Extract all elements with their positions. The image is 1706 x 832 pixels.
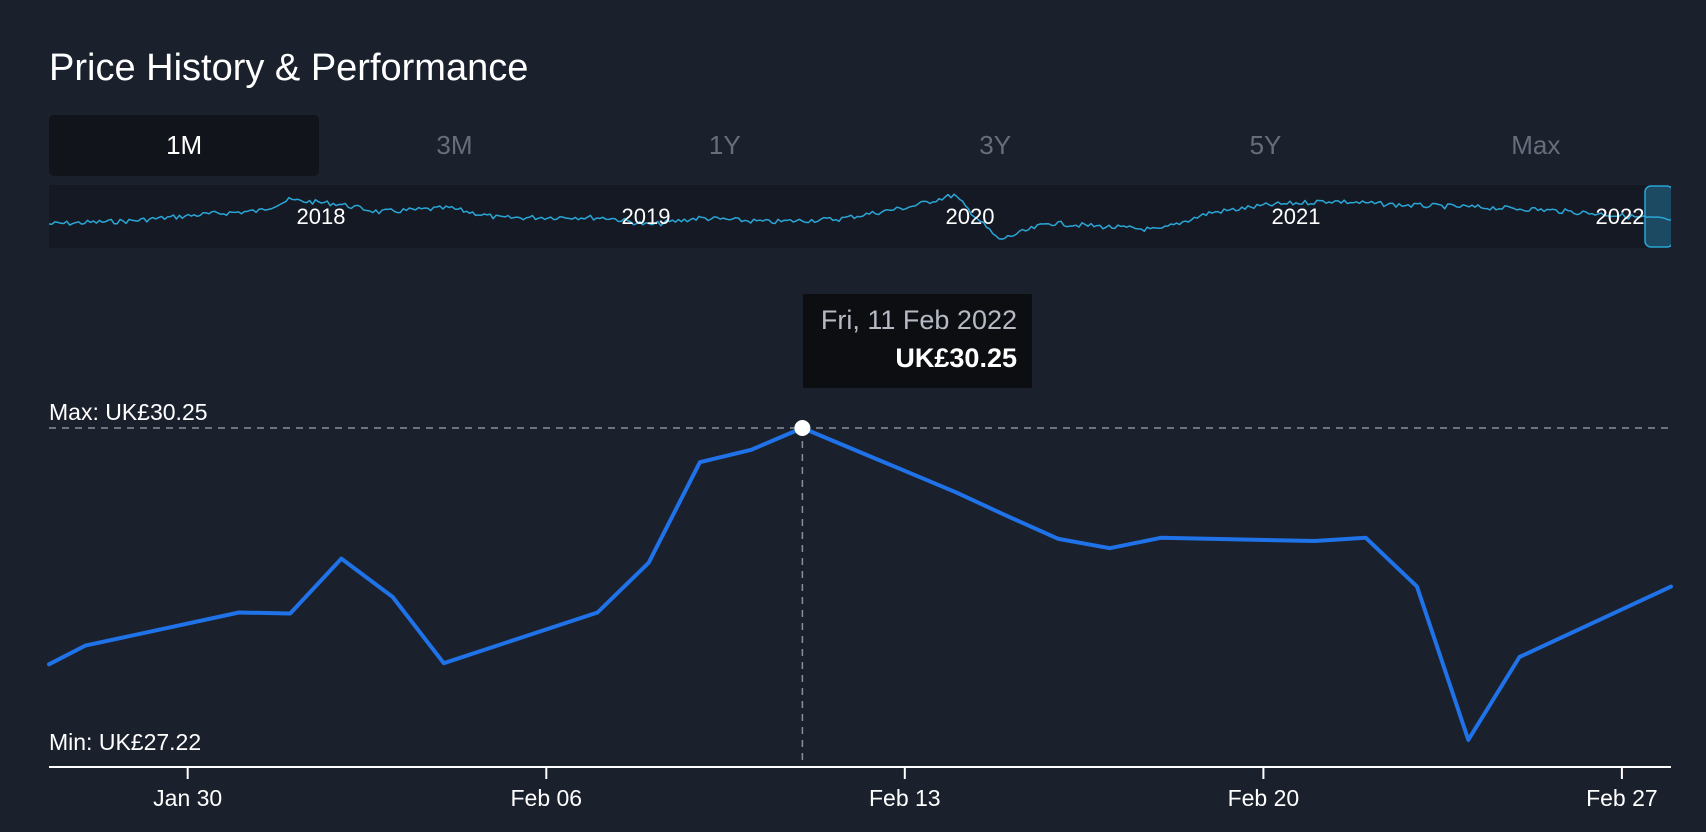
- tooltip-price: UK£30.25: [895, 343, 1017, 373]
- navigator-line: [49, 193, 1671, 240]
- tab-1y[interactable]: 1Y: [708, 130, 741, 160]
- tab-1m[interactable]: 1M: [49, 115, 320, 176]
- navigator-year-label: 2018: [297, 204, 346, 229]
- tab-3y[interactable]: 3Y: [979, 130, 1012, 160]
- price-series-line: [47, 426, 1673, 742]
- tooltip-date: Fri, 11 Feb 2022: [820, 305, 1017, 335]
- x-axis-tick-label: Feb 13: [869, 785, 941, 811]
- x-axis-ticks: Jan 30 Feb 06 Feb 13 Feb 20 Feb 27: [153, 767, 1658, 811]
- navigator-year-label: 2021: [1272, 204, 1321, 229]
- tab-max[interactable]: Max: [1511, 130, 1561, 160]
- navigator-year-label: 2020: [946, 204, 995, 229]
- tab-3m[interactable]: 3M: [436, 130, 473, 160]
- max-price-label: Max: UK£30.25: [49, 399, 208, 425]
- navigator-chart: 2018 2019 2020 2021 2022: [49, 185, 1671, 248]
- highlight-point[interactable]: [794, 420, 811, 436]
- tab-5y[interactable]: 5Y: [1249, 130, 1282, 160]
- x-axis-tick-label: Feb 06: [510, 785, 582, 811]
- range-navigator[interactable]: 2018 2019 2020 2021 2022: [49, 185, 1671, 248]
- x-axis-tick-label: Jan 30: [153, 785, 222, 811]
- x-axis-tick-label: Feb 27: [1586, 785, 1658, 811]
- x-axis-tick-label: Feb 20: [1228, 785, 1300, 811]
- range-tabs: 1M 3M 1Y 3Y 5Y Max: [49, 115, 1671, 176]
- min-price-label: Min: UK£27.22: [49, 729, 202, 755]
- navigator-year-label: 2022: [1596, 204, 1645, 229]
- price-tooltip: Fri, 11 Feb 2022 UK£30.25: [803, 294, 1032, 388]
- page-title: Price History & Performance: [49, 47, 529, 89]
- navigator-year-label: 2019: [622, 204, 671, 229]
- navigator-selection-handle[interactable]: [1644, 185, 1671, 248]
